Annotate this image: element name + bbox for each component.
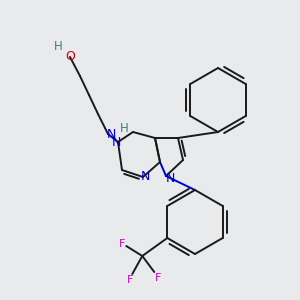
- Text: N: N: [111, 136, 121, 148]
- Text: O: O: [65, 50, 75, 64]
- Text: H: H: [120, 122, 128, 134]
- Text: N: N: [140, 170, 150, 184]
- Text: N: N: [106, 128, 116, 140]
- Text: F: F: [127, 275, 134, 285]
- Text: F: F: [119, 239, 125, 249]
- Text: H: H: [54, 40, 62, 53]
- Text: N: N: [165, 172, 175, 184]
- Text: F: F: [155, 273, 161, 283]
